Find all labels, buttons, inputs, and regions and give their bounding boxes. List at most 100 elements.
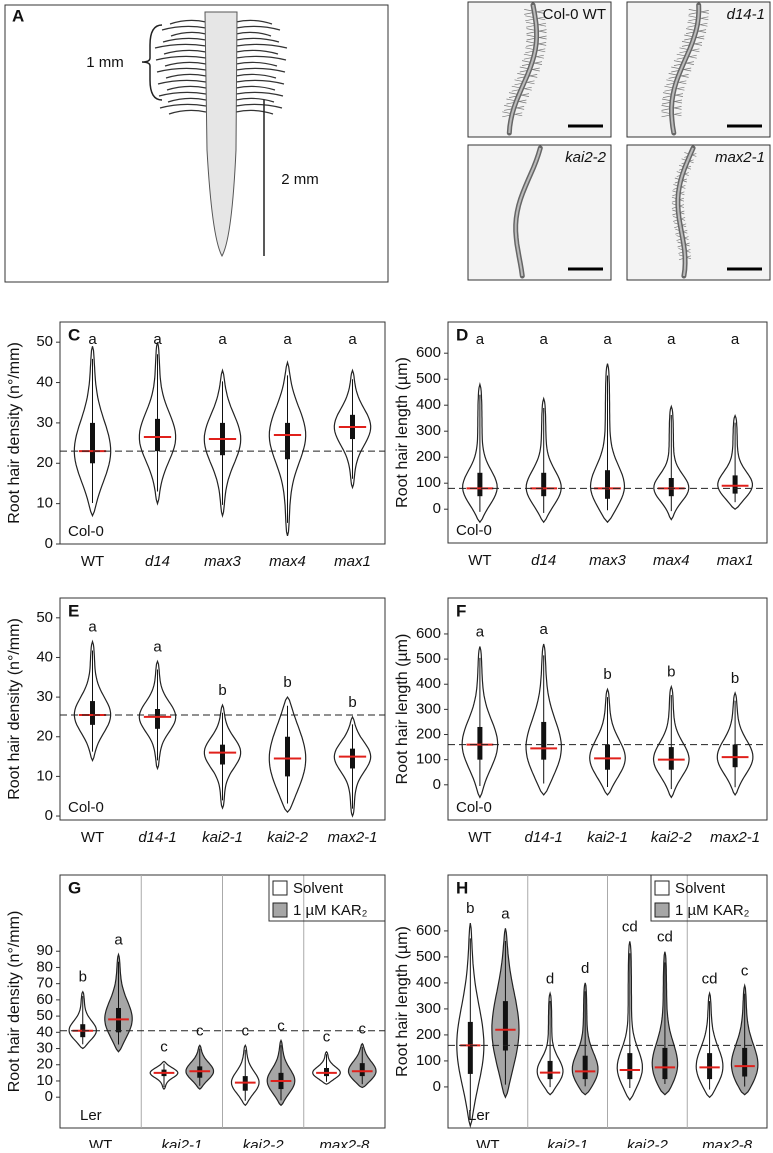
y-tick-label: 100 [416,751,441,768]
significance-letter: c [242,1022,250,1039]
y-tick-label: 10 [36,495,53,512]
image-frame [626,144,771,281]
significance-letter: c [741,962,749,979]
root-hair [161,25,207,31]
panel-letter: F [456,601,466,620]
brace [141,24,163,101]
root-hair [235,103,283,109]
significance-letter: b [603,666,611,683]
x-tick-label: WT [468,552,491,569]
y-tick-label: 200 [416,1026,441,1043]
y-tick-label: 30 [36,688,53,705]
y-tick-label: 400 [416,396,441,413]
significance-letter: a [667,331,676,348]
iqr-box [350,748,355,769]
panel-letter: H [456,878,468,897]
iqr-box [285,736,290,777]
x-tick-label: kai2-1 [202,829,243,846]
plot-frame [447,321,768,544]
significance-letter: b [466,900,474,917]
image-label: Col-0 WT [543,6,606,23]
y-axis-label: Root hair length (µm) [394,926,411,1077]
x-tick-label: kai2-2 [651,829,693,846]
significance-letter: b [731,670,739,687]
x-tick-label: max3 [204,553,241,570]
y-tick-label: 600 [416,344,441,361]
iqr-box [155,709,160,729]
x-tick-label: WT [89,1137,112,1148]
root-hair [235,19,273,25]
y-tick-label: 300 [416,422,441,439]
x-tick-label: WT [476,1137,499,1148]
root-hair [235,85,276,91]
annotation: Col-0 [68,799,104,816]
legend-frame [268,874,386,922]
y-tick-label: 500 [416,370,441,387]
y-tick-label: 0 [433,776,441,793]
root-hair [235,67,286,73]
x-tick-label: kai2-2 [243,1137,285,1148]
iqr-box [541,472,547,497]
annotation: Col-0 [456,799,492,816]
iqr-box [732,475,738,494]
y-tick-label: 600 [416,625,441,642]
significance-letter: a [501,905,510,922]
iqr-box [467,1021,473,1074]
scale-label: 2 mm [281,171,319,188]
root-hair [235,109,274,115]
y-tick-label: 50 [36,333,53,350]
y-axis-label: Root hair density (n°/mm) [6,911,23,1093]
y-tick-label: 10 [36,767,53,784]
iqr-box [220,744,225,765]
x-tick-label: max2-8 [702,1137,753,1148]
panel-letter: D [456,325,468,344]
root-drawing [204,11,238,258]
x-tick-label: d14-1 [138,829,176,846]
y-tick-label: 200 [416,448,441,465]
x-tick-label: WT [468,829,491,846]
iqr-box [627,1053,633,1080]
significance-letter: d [581,960,589,977]
significance-letter: c [277,1017,285,1034]
root-image [514,147,542,277]
x-tick-label: max3 [589,552,626,569]
x-tick-label: max1 [334,553,371,570]
root-hair [235,55,287,61]
panel-letter: G [68,878,81,897]
y-tick-label: 20 [36,728,53,745]
iqr-box [742,1047,748,1077]
y-tick-label: 20 [36,1056,53,1073]
y-tick-label: 90 [36,942,53,959]
legend-frame [650,874,768,922]
x-tick-label: max2-1 [710,829,760,846]
y-tick-label: 40 [36,374,53,391]
x-tick-label: kai2-1 [587,829,628,846]
annotation: Col-0 [456,522,492,539]
iqr-box [285,422,290,460]
annotation: Ler [80,1107,102,1124]
root-hair [170,31,207,37]
iqr-box [668,478,674,497]
y-tick-label: 30 [36,1040,53,1057]
y-tick-label: 40 [36,1023,53,1040]
plot-frame [59,321,386,545]
y-tick-label: 100 [416,474,441,491]
legend-label: 1 µM KAR₂ [675,902,750,919]
y-tick-label: 600 [416,922,441,939]
significance-letter: c [323,1029,331,1046]
significance-letter: a [540,621,549,638]
y-tick-label: 50 [36,609,53,626]
iqr-box [541,721,547,760]
panel-letter: E [68,601,79,620]
root-hair [156,67,207,73]
y-tick-label: 40 [36,648,53,665]
x-tick-label: d14 [531,552,556,569]
iqr-box [547,1060,553,1080]
y-tick-label: 30 [36,414,53,431]
iqr-box [477,726,483,760]
panel-letter: C [68,325,80,344]
x-tick-label: max4 [653,552,690,569]
annotation: Col-0 [68,523,104,540]
significance-letter: b [79,969,87,986]
